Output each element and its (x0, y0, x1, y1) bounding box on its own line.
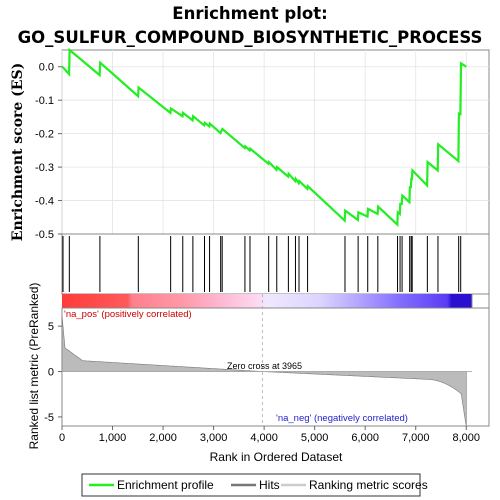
legend-ranking-metric-scores: Ranking metric scores (309, 478, 428, 492)
es-tick-label: -0.4 (35, 196, 54, 208)
chart-title-line1: Enrichment plot: (172, 4, 328, 23)
neg-label: 'na_neg' (negatively correlated) (276, 413, 408, 424)
x-tick-label: 0 (59, 432, 65, 444)
x-tick-label: 1,000 (99, 432, 127, 444)
x-tick-label: 7,000 (402, 432, 430, 444)
es-tick-label: -0.5 (35, 229, 54, 241)
legend-enrichment-profile: Enrichment profile (117, 478, 214, 492)
x-tick-label: 3,000 (200, 432, 228, 444)
metric-y-axis-label: Ranked list metric (PreRanked) (27, 283, 41, 450)
x-tick-label: 4,000 (250, 432, 278, 444)
es-y-axis-label: Enrichment score (ES) (10, 63, 26, 241)
x-tick-label: 5,000 (301, 432, 329, 444)
es-tick-label: -0.1 (35, 95, 54, 107)
x-tick-label: 6,000 (351, 432, 379, 444)
es-panel: 0.0 -0.1 -0.2 -0.3 -0.4 -0.5 (35, 47, 490, 241)
chart-title-line2: GO_SULFUR_COMPOUND_BIOSYNTHETIC_PROCESS (17, 28, 483, 47)
hits-panel (61, 233, 490, 295)
x-tick-label: 8,000 (452, 432, 480, 444)
metric-tick-label: 5 (48, 321, 54, 333)
metric-panel: 5 0 -5 (44, 294, 490, 427)
es-tick-label: 0.0 (39, 62, 54, 74)
pos-label: 'na_pos' (positively correlated) (64, 309, 192, 320)
zero-cross-label: Zero cross at 3965 (227, 361, 302, 371)
es-tick-label: -0.2 (35, 129, 54, 141)
metric-tick-label: 0 (48, 367, 54, 379)
rank-color-bar (62, 294, 472, 308)
legend: Enrichment profile Hits Ranking metric s… (81, 473, 428, 497)
legend-hits: Hits (259, 478, 280, 492)
x-axis-label: Rank in Ordered Dataset (210, 450, 343, 464)
x-tick-label: 2,000 (149, 432, 177, 444)
enrichment-profile-line (61, 47, 467, 228)
es-tick-label: -0.3 (35, 162, 54, 174)
metric-tick-label: -5 (44, 412, 54, 424)
